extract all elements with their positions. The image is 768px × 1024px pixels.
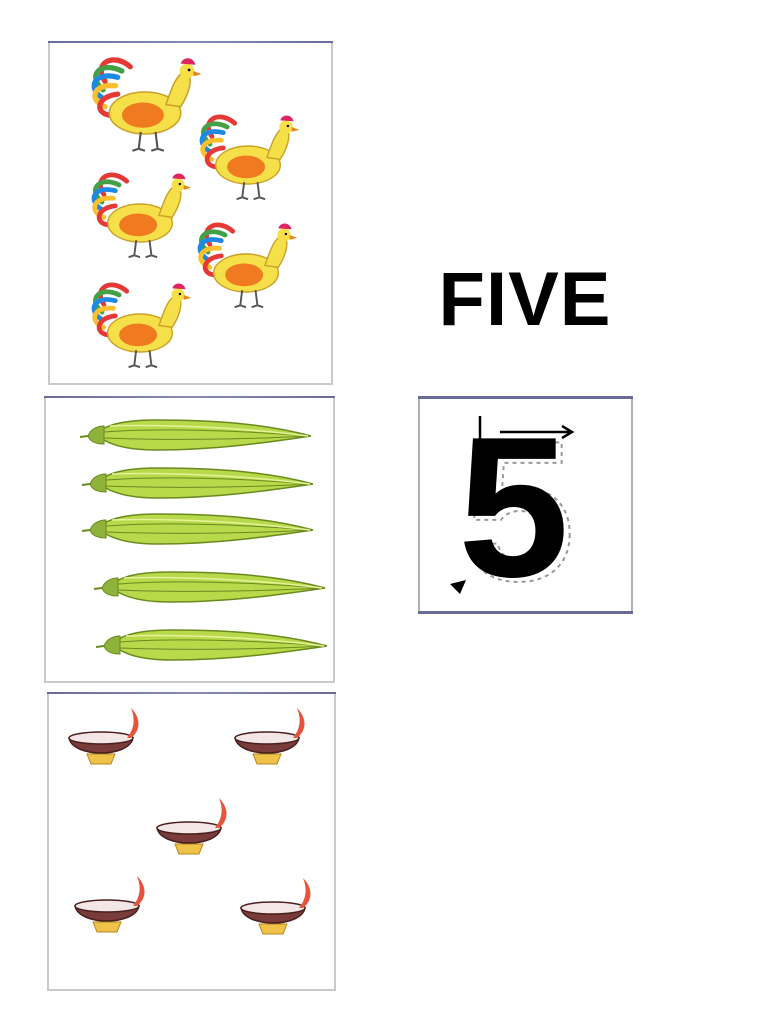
rooster-panel	[48, 41, 333, 385]
digit-guide-outline: 5	[464, 400, 575, 612]
okra-panel	[44, 396, 335, 683]
rooster-4	[200, 223, 297, 307]
okra-4	[93, 571, 326, 603]
rooster-3	[94, 173, 191, 257]
lamp-2	[234, 707, 306, 765]
rooster-2	[202, 115, 299, 199]
okra-2	[81, 467, 314, 499]
roosters-illustration	[50, 43, 331, 383]
lamp-panel	[47, 692, 336, 991]
okra-5	[95, 629, 328, 661]
digit-five: 5	[458, 398, 569, 612]
digit-5-tracing: 5 5	[450, 398, 576, 612]
arrow-tip-icon	[450, 580, 466, 594]
lamp-3	[156, 797, 228, 855]
okra-illustration	[79, 419, 328, 661]
digit-tracing-card: 5 5	[418, 396, 633, 614]
okra-3	[81, 513, 314, 545]
number-word: FIVE	[438, 257, 612, 342]
lamp-5	[240, 877, 312, 935]
lamp-4	[74, 875, 146, 933]
okra-1	[79, 419, 312, 451]
lamp-1	[68, 707, 140, 765]
rooster-5	[94, 283, 191, 367]
lamps-illustration	[68, 707, 312, 935]
rooster-1	[94, 58, 202, 151]
